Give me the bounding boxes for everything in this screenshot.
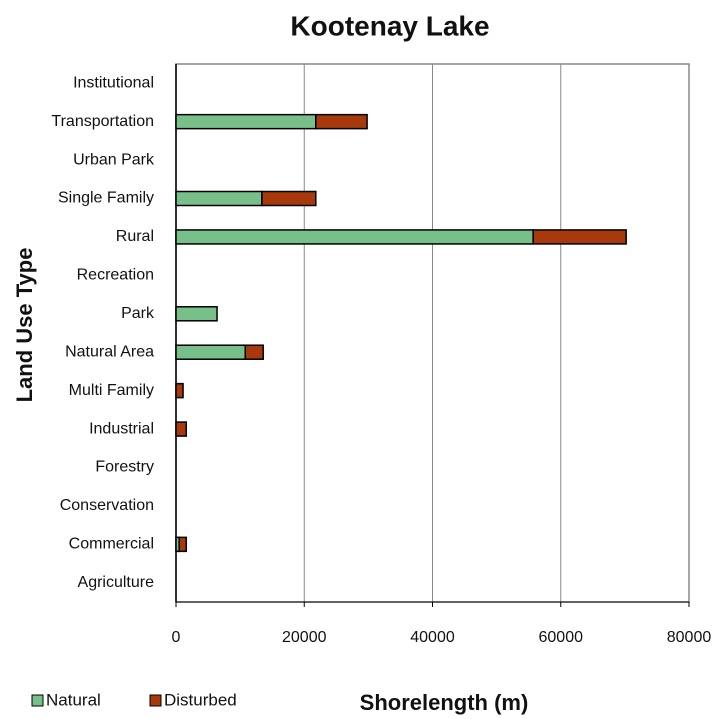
bar-segment xyxy=(178,536,188,553)
bar-segment xyxy=(175,382,184,399)
y-tick-label: Conservation xyxy=(60,497,154,514)
y-tick-label: Urban Park xyxy=(73,151,155,168)
bar-segment xyxy=(532,229,627,245)
y-tick-label: Single Family xyxy=(58,190,154,207)
bar-segment xyxy=(175,421,188,437)
bar-segment xyxy=(244,344,264,360)
y-tick-label: Natural Area xyxy=(65,343,154,360)
bar-segment xyxy=(175,229,534,245)
y-tick-label: Agriculture xyxy=(78,574,155,591)
y-axis-label: Land Use Type xyxy=(12,248,37,403)
bar-segment xyxy=(175,113,317,130)
y-tick-label: Industrial xyxy=(89,420,154,437)
y-tick-label: Institutional xyxy=(73,74,154,91)
chart-title: Kootenay Lake xyxy=(290,10,489,41)
x-tick-label: 40000 xyxy=(410,629,455,646)
y-tick-label: Transportation xyxy=(51,113,154,130)
x-tick-label: 60000 xyxy=(539,629,584,646)
legend-swatch xyxy=(31,694,44,707)
legend-swatch xyxy=(149,694,162,707)
bar-segment xyxy=(175,344,247,360)
bar-segment xyxy=(261,190,317,207)
legend-label: Natural xyxy=(46,690,101,709)
x-tick-label: 80000 xyxy=(667,629,712,646)
y-tick-label: Recreation xyxy=(77,267,154,284)
bar-segment xyxy=(175,190,263,207)
x-tick-label: 20000 xyxy=(282,629,327,646)
x-axis-label: Shorelength (m) xyxy=(360,690,529,715)
y-tick-label: Multi Family xyxy=(69,382,154,399)
bar-segment xyxy=(175,306,218,322)
bar-segment xyxy=(315,113,368,130)
y-tick-label: Commercial xyxy=(69,536,154,553)
y-tick-label: Park xyxy=(121,305,155,322)
y-tick-label: Rural xyxy=(116,228,154,245)
legend-label: Disturbed xyxy=(164,690,237,709)
y-tick-label: Forestry xyxy=(95,459,154,476)
x-tick-label: 0 xyxy=(172,629,181,646)
